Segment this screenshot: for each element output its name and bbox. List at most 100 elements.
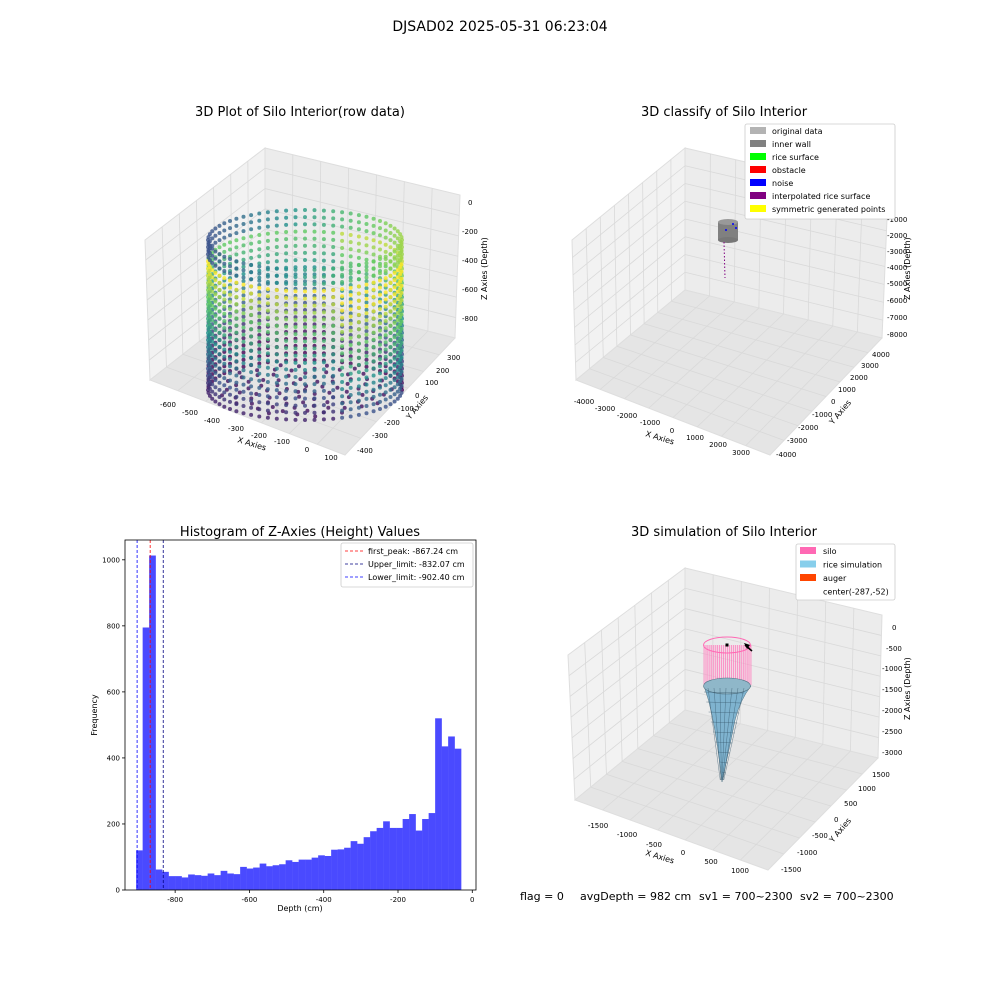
data-point (312, 360, 317, 365)
data-point (371, 216, 376, 221)
data-point (388, 309, 393, 314)
data-point (222, 340, 227, 345)
data-point (228, 247, 232, 252)
data-point (217, 352, 222, 357)
data-point (257, 304, 262, 309)
legend-label: interpolated rice surface (772, 192, 870, 201)
data-point (378, 233, 382, 238)
grid-line (261, 317, 374, 424)
data-point (222, 361, 227, 366)
data-point (398, 265, 403, 270)
data-point (348, 314, 353, 319)
histogram-bar (428, 813, 436, 890)
data-point (383, 228, 388, 233)
data-point (303, 268, 307, 272)
data-point (257, 278, 262, 283)
data-point (303, 279, 307, 284)
histogram-bar (220, 870, 228, 890)
data-point (257, 364, 262, 369)
data-point (217, 223, 222, 228)
data-point (331, 252, 336, 257)
grid-line (637, 748, 831, 807)
data-point (274, 331, 279, 335)
avg-depth-text: avgDepth = 982 cm (580, 890, 691, 903)
data-point (392, 256, 397, 261)
data-point (228, 307, 232, 311)
data-point (312, 251, 317, 255)
grid-line (264, 188, 459, 237)
histogram-bar (181, 877, 189, 890)
data-point (364, 214, 369, 219)
data-point (348, 304, 353, 309)
tick: -2000 (617, 412, 637, 420)
histogram-bar (227, 873, 234, 890)
mesh-line (717, 751, 731, 754)
tick-label: -600 (241, 896, 257, 904)
data-point (331, 295, 336, 300)
data-point (274, 295, 279, 300)
data-point (265, 224, 270, 229)
grid-line (601, 630, 607, 775)
data-point (392, 349, 397, 354)
data-point (213, 233, 218, 238)
data-point (321, 296, 326, 300)
histogram-title: Histogram of Z-Axies (Height) Values (180, 525, 420, 540)
data-point (340, 415, 345, 420)
histogram-bar (253, 867, 260, 890)
tick: 3000 (732, 449, 750, 457)
data-point (331, 323, 336, 328)
tick: -200 (251, 432, 267, 440)
data-point (265, 253, 270, 258)
data-point (293, 332, 298, 337)
data-point (331, 373, 336, 378)
data-point (398, 386, 403, 391)
data-point (303, 418, 307, 422)
data-point (222, 326, 227, 331)
data-point (348, 361, 353, 366)
grid-line (622, 761, 816, 823)
data-point (222, 390, 227, 395)
data-point (210, 261, 215, 265)
data-point (378, 378, 382, 383)
data-point (234, 402, 239, 407)
data-point (364, 268, 369, 273)
grid-line (651, 592, 654, 736)
data-point (371, 273, 376, 278)
tick: -8000 (887, 331, 907, 339)
data-point (274, 338, 279, 343)
data-point (348, 225, 353, 230)
data-point (213, 320, 218, 325)
data-point (383, 261, 388, 266)
data-point (315, 379, 320, 384)
data-point (321, 353, 326, 358)
data-point (222, 404, 227, 409)
data-point (241, 346, 246, 351)
data-point (395, 229, 400, 234)
data-point (356, 255, 361, 260)
data-point (378, 407, 382, 411)
data-point (348, 378, 353, 383)
data-point (217, 287, 222, 292)
histogram-bar (389, 827, 397, 890)
data-point (398, 343, 403, 348)
data-point (312, 303, 317, 308)
data-point (241, 279, 246, 284)
data-point (371, 344, 376, 349)
data-point (398, 351, 403, 355)
data-point (265, 301, 270, 306)
data-point (293, 339, 298, 344)
data-point (265, 344, 270, 349)
tick: 100 (425, 379, 438, 387)
data-point (303, 315, 307, 320)
data-point (371, 294, 376, 299)
data-point (293, 243, 298, 248)
data-point (312, 403, 317, 408)
data-point (217, 387, 222, 392)
histogram-bars (136, 555, 462, 890)
data-point (293, 417, 298, 422)
data-point (331, 302, 336, 307)
data-point (364, 361, 369, 366)
inner-wall-cylinder (718, 222, 738, 240)
mesh-line (715, 741, 733, 744)
data-point (210, 275, 215, 280)
